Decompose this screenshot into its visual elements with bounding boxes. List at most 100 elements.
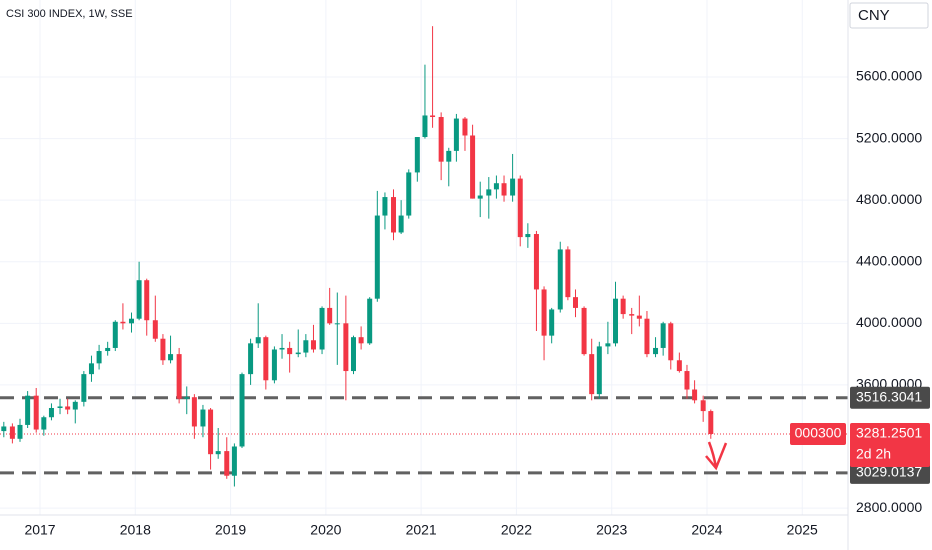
candle-body bbox=[271, 349, 277, 381]
candle-body bbox=[200, 409, 206, 427]
last-price-label: 3281.2501 bbox=[856, 425, 922, 441]
candle-body bbox=[343, 323, 349, 372]
candle-body bbox=[613, 298, 619, 344]
candle-body bbox=[287, 347, 293, 355]
candle-body bbox=[215, 451, 221, 455]
candle-body bbox=[248, 343, 254, 375]
candle-body bbox=[446, 150, 452, 162]
y-tick-label: 5600.0000 bbox=[856, 68, 922, 84]
candle-body bbox=[406, 172, 412, 216]
candle-body bbox=[144, 280, 150, 321]
candle-body bbox=[572, 297, 578, 308]
candle-body bbox=[136, 280, 142, 319]
candle-body bbox=[112, 321, 118, 348]
candle-body bbox=[486, 189, 492, 196]
candle-body bbox=[334, 323, 340, 325]
candle-body bbox=[517, 178, 523, 238]
candle-body bbox=[350, 337, 356, 372]
x-tick-label: 2020 bbox=[310, 522, 341, 538]
candle-body bbox=[470, 135, 476, 199]
candle-body bbox=[453, 118, 459, 151]
candle-body bbox=[422, 115, 428, 138]
candle-body bbox=[541, 289, 547, 336]
candle-body bbox=[120, 321, 126, 324]
candle-body bbox=[644, 318, 650, 355]
candle-body bbox=[391, 197, 397, 233]
candle-body bbox=[41, 417, 47, 430]
candle-body bbox=[414, 137, 420, 173]
candle-body bbox=[398, 215, 404, 233]
x-tick-label: 2021 bbox=[406, 522, 437, 538]
candle-body bbox=[605, 343, 611, 347]
candle-body bbox=[700, 400, 706, 412]
currency[interactable]: CNY bbox=[858, 7, 890, 24]
candle-body bbox=[191, 397, 197, 427]
candle-body bbox=[224, 451, 230, 476]
candle-body bbox=[33, 395, 39, 430]
countdown-label: 2d 2h bbox=[856, 446, 891, 462]
candle-body bbox=[105, 347, 111, 352]
candle-body bbox=[319, 307, 325, 350]
candle-body bbox=[303, 340, 309, 353]
candle-body bbox=[565, 249, 571, 298]
candle-body bbox=[382, 197, 388, 216]
y-tick-label: 5200.0000 bbox=[856, 129, 922, 145]
candle-body bbox=[581, 307, 587, 355]
candle-body bbox=[88, 363, 94, 375]
candle-body bbox=[596, 346, 602, 395]
candle-body bbox=[57, 406, 63, 408]
candle-body bbox=[176, 354, 182, 399]
y-tick-label: 4400.0000 bbox=[856, 252, 922, 268]
candle-body bbox=[367, 298, 373, 344]
candle-body bbox=[668, 323, 674, 361]
x-tick-label: 2017 bbox=[24, 522, 55, 538]
candle-body bbox=[208, 409, 214, 455]
candle-body bbox=[708, 411, 714, 434]
candle-body bbox=[510, 178, 516, 196]
candle-body bbox=[374, 215, 380, 299]
candle-body bbox=[184, 397, 190, 399]
candle-body bbox=[72, 401, 78, 410]
chart-title: CSI 300 INDEX, 1W, SSE bbox=[6, 8, 133, 20]
candle-body bbox=[462, 118, 468, 136]
candle-body bbox=[684, 371, 690, 390]
candle-body bbox=[557, 249, 563, 310]
x-tick-label: 2023 bbox=[596, 522, 627, 538]
candle-body bbox=[327, 307, 333, 324]
x-tick-label: 2018 bbox=[120, 522, 151, 538]
candle-body bbox=[629, 314, 635, 316]
candle-body bbox=[231, 446, 237, 476]
candle-body bbox=[239, 374, 245, 447]
candle-body bbox=[255, 337, 261, 344]
level-tag bbox=[850, 461, 930, 484]
x-tick-label: 2025 bbox=[787, 522, 818, 538]
candle-body bbox=[279, 347, 285, 350]
candle-body bbox=[96, 351, 102, 364]
candle-body bbox=[65, 406, 71, 410]
level-label: 3516.3041 bbox=[856, 388, 922, 404]
candle-body bbox=[81, 374, 87, 402]
y-tick-label: 4000.0000 bbox=[856, 314, 922, 330]
x-tick-label: 2024 bbox=[691, 522, 722, 538]
candle-body bbox=[128, 318, 134, 324]
candle-body bbox=[636, 315, 642, 319]
currency-box[interactable] bbox=[849, 2, 929, 29]
level-label: 3029.0137 bbox=[856, 464, 922, 480]
y-tick-label: 2800.0000 bbox=[856, 499, 922, 515]
candle-body bbox=[168, 354, 174, 361]
candle-body bbox=[653, 347, 659, 355]
candle-body bbox=[676, 360, 682, 372]
candle-body bbox=[620, 298, 626, 315]
candle-body bbox=[358, 337, 364, 344]
candle-body bbox=[477, 195, 483, 199]
candle-body bbox=[310, 340, 316, 350]
level-tag bbox=[850, 386, 930, 409]
symbol-label: 000300 bbox=[795, 425, 842, 441]
candle-body bbox=[533, 234, 539, 290]
candle-body bbox=[9, 426, 15, 439]
candle-body bbox=[438, 117, 444, 162]
candle-body bbox=[549, 309, 555, 336]
candle-body bbox=[263, 337, 269, 381]
